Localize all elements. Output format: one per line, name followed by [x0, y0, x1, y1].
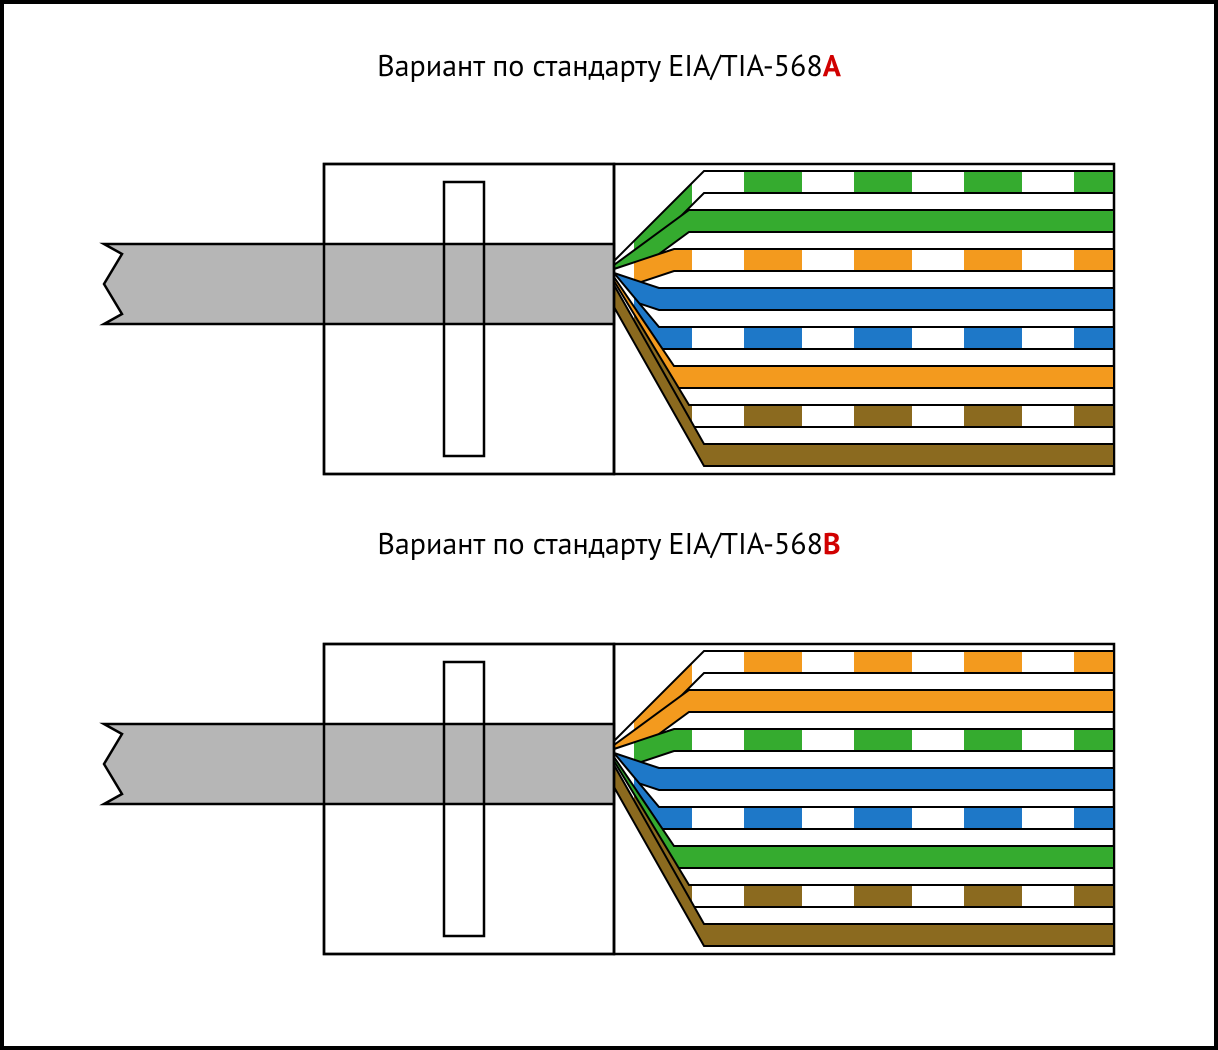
title-568b: Вариант по стандарту EIA/TIA-568B	[4, 524, 1214, 563]
title-568b-suffix: B	[823, 524, 841, 563]
page-frame: Вариант по стандарту EIA/TIA-568A Вариан…	[0, 0, 1218, 1050]
title-568a-suffix: A	[823, 46, 841, 85]
wire-4	[614, 273, 1114, 310]
title-568a-prefix: Вариант по стандарту EIA/TIA-568	[377, 46, 823, 85]
diagram-568b	[4, 564, 1218, 964]
cable-jacket	[104, 724, 614, 804]
title-568a: Вариант по стандарту EIA/TIA-568A	[4, 46, 1214, 85]
title-568b-prefix: Вариант по стандарту EIA/TIA-568	[377, 524, 823, 563]
wire-4	[614, 753, 1114, 790]
diagram-568a	[4, 84, 1218, 484]
cable-jacket	[104, 244, 614, 324]
